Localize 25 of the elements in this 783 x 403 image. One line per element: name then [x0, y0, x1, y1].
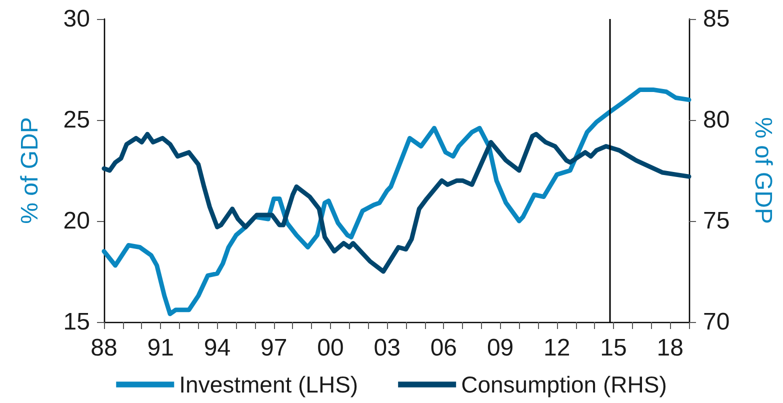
line-series	[102, 87, 692, 316]
legend-label: Investment (LHS)	[179, 372, 358, 398]
x-tick-label: 94	[204, 334, 231, 362]
y2-tick-label: 70	[703, 308, 730, 336]
x-tick-label: 12	[544, 334, 570, 362]
legend-label: Consumption (RHS)	[461, 372, 667, 398]
y2-tick-label: 85	[703, 6, 730, 32]
y-axis-title: % of GDP	[16, 117, 44, 224]
x-tick-label: 00	[317, 334, 344, 362]
x-tick-label: 91	[147, 334, 174, 362]
y2-tick-label: 80	[703, 106, 730, 134]
x-tick-label: 03	[374, 334, 400, 362]
y2-tick-label: 75	[703, 208, 730, 234]
line-series	[102, 132, 692, 274]
x-tick-label: 09	[486, 334, 514, 362]
y-tick-label: 20	[63, 208, 90, 234]
x-tick-label: 97	[260, 334, 288, 362]
x-tick-label: 88	[90, 334, 118, 362]
x-tick-label: 06	[430, 334, 458, 362]
y-tick-label: 25	[63, 106, 90, 134]
y2-axis-title: % of GDP	[750, 117, 776, 224]
y-tick-label: 30	[63, 6, 90, 32]
x-tick-label: 18	[656, 334, 684, 362]
y-tick-label: 15	[63, 308, 90, 336]
x-tick-label: 15	[600, 334, 627, 362]
